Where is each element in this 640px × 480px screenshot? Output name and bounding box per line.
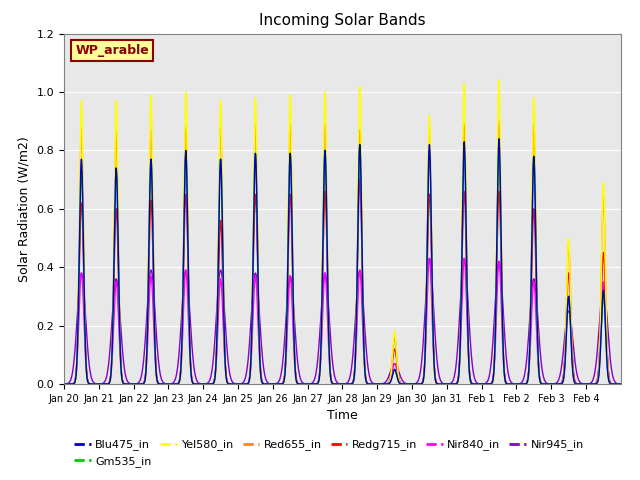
Red655_in (414, 381, 422, 387)
Redg715_in (60, 381, 68, 387)
Nir945_in (262, 375, 269, 381)
Redg715_in (390, 350, 397, 356)
Nir840_in (262, 381, 269, 387)
Yel580_in (390, 337, 397, 343)
Nir840_in (460, 255, 468, 261)
Nir840_in (390, 362, 397, 368)
Redg715_in (617, 381, 625, 387)
Blu475_in (503, 381, 511, 386)
Line: Red655_in: Red655_in (64, 121, 621, 384)
Blu475_in (473, 381, 481, 387)
Redg715_in (262, 381, 269, 387)
Nir840_in (414, 381, 422, 387)
Nir945_in (503, 358, 511, 364)
Nir945_in (374, 381, 382, 387)
Yel580_in (262, 381, 269, 387)
Red655_in (262, 381, 269, 387)
Line: Nir840_in: Nir840_in (64, 258, 621, 384)
Blu475_in (60, 381, 68, 387)
Text: WP_arable: WP_arable (75, 44, 149, 57)
Blu475_in (88, 381, 96, 387)
Nir840_in (473, 381, 481, 387)
Title: Incoming Solar Bands: Incoming Solar Bands (259, 13, 426, 28)
Red655_in (503, 381, 511, 386)
Line: Redg715_in: Redg715_in (64, 180, 621, 384)
Yel580_in (503, 381, 511, 387)
Red655_in (88, 381, 96, 387)
Gm535_in (356, 142, 364, 147)
Yel580_in (88, 381, 96, 387)
Nir945_in (414, 378, 422, 384)
Redg715_in (88, 381, 96, 387)
Nir945_in (60, 381, 68, 387)
Gm535_in (88, 381, 96, 387)
Gm535_in (262, 381, 269, 387)
Red655_in (495, 119, 503, 124)
Legend: Blu475_in, Gm535_in, Yel580_in, Red655_in, Redg715_in, Nir840_in, Nir945_in: Blu475_in, Gm535_in, Yel580_in, Red655_i… (70, 435, 588, 471)
Line: Nir945_in: Nir945_in (64, 258, 621, 384)
Nir945_in (88, 377, 96, 383)
Redg715_in (503, 381, 511, 386)
Blu475_in (262, 381, 269, 387)
Yel580_in (495, 77, 503, 83)
Line: Blu475_in: Blu475_in (64, 139, 621, 384)
Redg715_in (356, 177, 364, 182)
Line: Gm535_in: Gm535_in (64, 144, 621, 384)
Gm535_in (60, 381, 68, 387)
Blu475_in (495, 136, 503, 142)
Nir840_in (374, 381, 381, 387)
Nir840_in (60, 381, 68, 387)
X-axis label: Time: Time (327, 409, 358, 422)
Red655_in (617, 381, 625, 387)
Blu475_in (390, 369, 397, 374)
Nir945_in (617, 381, 625, 387)
Nir945_in (473, 380, 481, 385)
Red655_in (390, 341, 397, 347)
Nir945_in (390, 361, 397, 367)
Yel580_in (60, 381, 68, 387)
Redg715_in (473, 381, 481, 387)
Line: Yel580_in: Yel580_in (64, 80, 621, 384)
Yel580_in (473, 381, 481, 387)
Nir840_in (617, 381, 625, 387)
Nir840_in (503, 380, 511, 386)
Red655_in (60, 381, 68, 387)
Gm535_in (503, 381, 511, 386)
Gm535_in (473, 381, 481, 387)
Gm535_in (414, 381, 422, 387)
Yel580_in (617, 381, 625, 387)
Nir945_in (460, 255, 468, 261)
Red655_in (473, 381, 481, 387)
Yel580_in (414, 381, 422, 387)
Gm535_in (617, 381, 625, 387)
Blu475_in (617, 381, 625, 387)
Nir840_in (88, 381, 96, 387)
Y-axis label: Solar Radiation (W/m2): Solar Radiation (W/m2) (18, 136, 31, 282)
Gm535_in (390, 368, 397, 374)
Redg715_in (414, 381, 422, 387)
Blu475_in (414, 381, 422, 387)
